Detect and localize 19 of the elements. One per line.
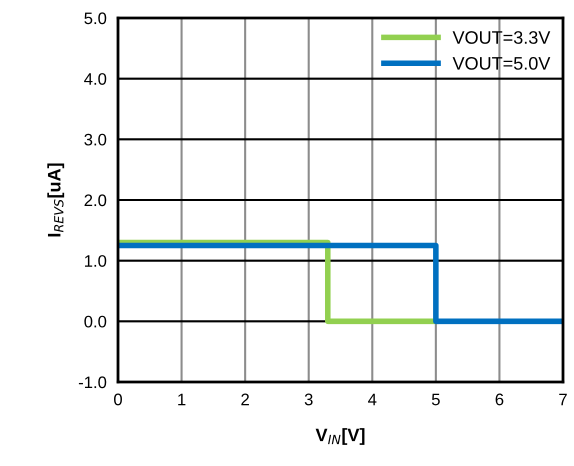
x-tick-label: 6: [496, 394, 504, 406]
x-tick-label: 2: [241, 394, 249, 406]
y-tick-label: 5.0: [84, 12, 106, 24]
y-tick-label: 0.0: [84, 316, 106, 328]
x-tick-label: 1: [178, 394, 186, 406]
y-tick-label: 3.0: [84, 134, 106, 146]
legend-label: VOUT=3.3V: [452, 31, 550, 44]
y-tick-label: 2.0: [84, 194, 106, 206]
legend-label: VOUT=5.0V: [452, 56, 550, 70]
y-tick-label: 4.0: [84, 73, 106, 85]
y-tick-label: -1.0: [78, 376, 106, 388]
x-tick-label: 0: [114, 394, 122, 406]
y-axis-title: I$_{REVS}$[uA]: [47, 163, 64, 236]
x-tick-label: 4: [368, 394, 376, 406]
x-tick-label: 3: [304, 394, 313, 406]
x-tick-label: 7: [559, 394, 567, 406]
y-tick-label: 1.0: [84, 255, 106, 267]
x-axis-title: V$_{IN}$[V]: [316, 428, 364, 445]
x-tick-label: 5: [432, 394, 440, 406]
